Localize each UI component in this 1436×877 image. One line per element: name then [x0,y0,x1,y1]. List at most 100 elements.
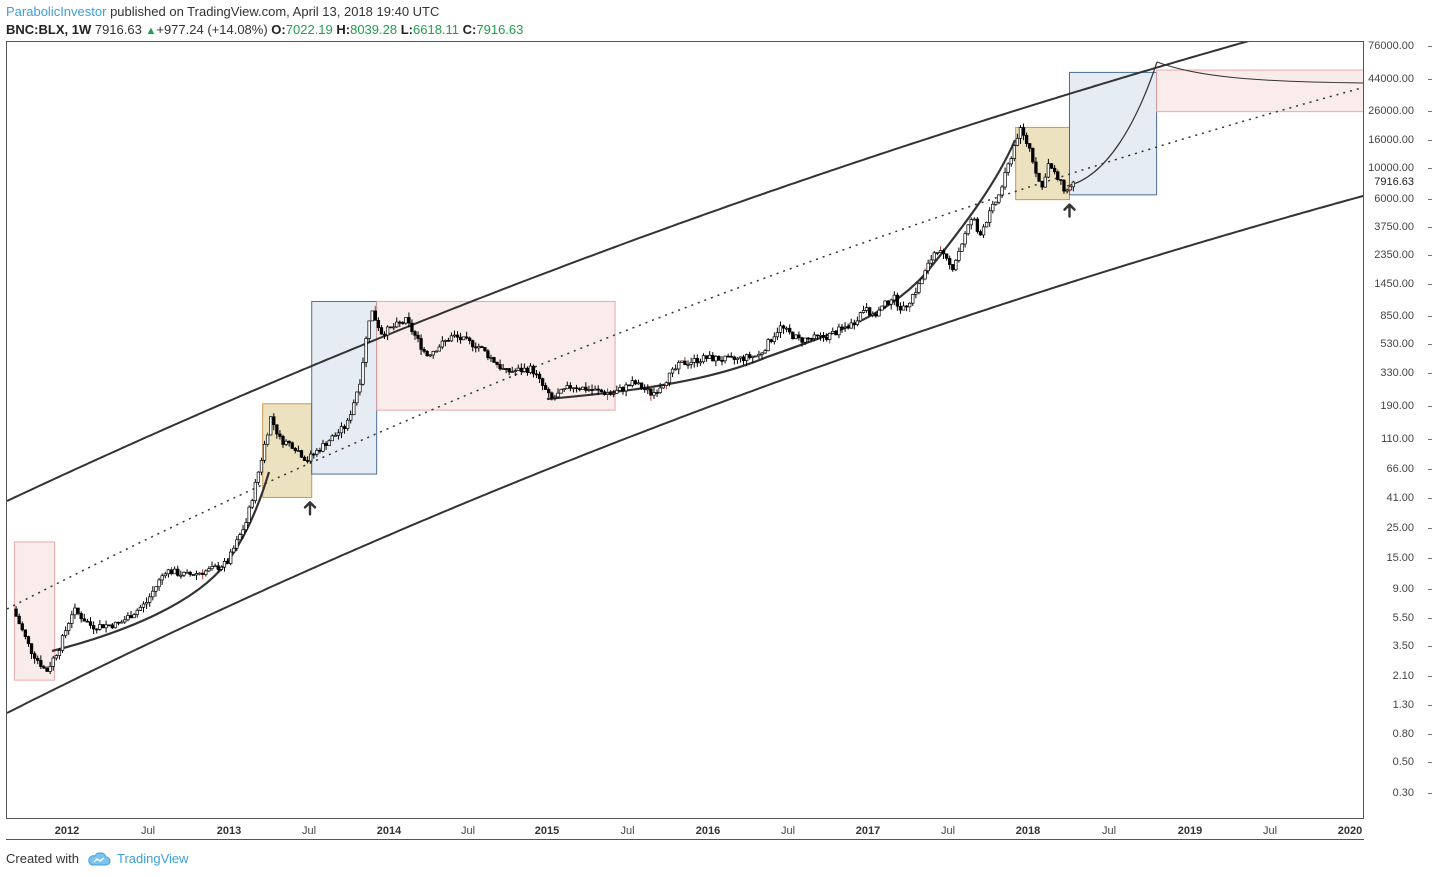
candle-body [63,630,68,636]
time-axis[interactable]: 2012 Jul 2013 Jul 2014 Jul 2015 Jul 2016 Jul 2017 J… [6,819,1364,840]
candle-body [85,620,90,623]
candle-body [455,334,460,338]
y-tick-label: 9.00 [1392,582,1433,595]
candle-body [29,643,34,654]
candle-body [194,573,199,576]
candle-body [185,571,189,574]
candle-body [984,222,989,228]
candle-body [336,432,341,436]
candle-body [413,331,417,336]
candle-body [176,568,180,576]
y-tick-label: 0.30 [1392,787,1433,799]
candle-body [652,392,656,396]
candle-body [751,355,755,358]
candle-body [729,355,733,358]
x-tick-label: 2019 [1177,825,1203,837]
candle-body [1052,167,1057,173]
candle-body [898,305,903,311]
candle-body [120,621,124,624]
chart-plot-area[interactable] [6,41,1364,819]
candle-body [926,262,930,272]
candle-body [812,334,816,339]
candle-body [1000,186,1004,196]
candle-body [531,365,536,375]
y-tick-label: 44000.00 [1368,73,1432,86]
candle-body [504,368,508,370]
candle-body [51,657,55,667]
candle-body [824,337,829,340]
candle-body [70,614,74,624]
candle-body [370,310,374,322]
candle-body [883,300,887,307]
candle-body [210,566,214,570]
price-chart [7,42,1363,714]
candle-body [269,416,273,436]
candle-body [818,335,823,337]
candle-body [1040,180,1044,188]
candle-body [892,294,896,301]
candle-body [605,392,610,395]
candle-body [975,218,980,232]
candle-body [364,338,368,363]
candle-body [944,253,949,259]
parabola-2012-arc [51,471,271,653]
tradingview-brand[interactable]: TradingView [116,851,189,866]
author-link[interactable]: ParabolicInvestor [6,4,107,19]
candle-body [704,355,709,359]
candle-body [434,350,438,353]
candle-body [1043,176,1047,188]
candle-body [373,310,377,321]
candle-body [957,250,961,261]
candle-body [954,260,958,271]
candle-body [407,317,411,324]
candle-body [138,606,143,611]
y-tick-label: 2350.00 [1374,248,1432,261]
candle-body [222,561,227,568]
candle-body [553,396,557,399]
candle-body [88,621,93,626]
candle-body [179,574,183,577]
candle-body [698,361,703,364]
candle-body [302,456,307,461]
candle-body [315,449,319,455]
x-tick-label: 2016 [695,825,721,837]
candle-body [330,435,334,442]
candle-body [253,481,257,501]
candle-body [324,443,328,446]
candle-body [116,621,121,624]
lower-channel-curve [7,195,1363,714]
candle-body [963,233,967,245]
candle-body [714,356,718,362]
candle-body [339,426,344,434]
candle-body [213,565,217,568]
candle-body [235,539,239,549]
candle-body [225,561,230,564]
candle-body [20,623,24,631]
candle-body [680,360,684,363]
candle-body [677,362,681,370]
candle-body [169,569,174,575]
pink-zone-6 [1156,69,1363,113]
price-axis[interactable]: 76000.00 44000.00 26000.00 16000.00 10000.00… [1364,40,1436,819]
candle-body [45,667,49,672]
candle-body [232,547,236,553]
candle-body [599,389,603,393]
candle-body [489,357,493,359]
candle-body [107,624,111,627]
candle-body [157,579,161,588]
candle-body [401,322,405,324]
candle-body [821,335,826,338]
candle-body [516,367,520,371]
candle-body [519,367,523,372]
candle-body [352,402,356,416]
candle-body [452,334,457,337]
candle-body [188,571,192,575]
candle-body [163,573,167,577]
footer: Created with TradingView [6,851,189,866]
x-tick-label: 2014 [376,825,402,837]
candle-body [874,313,878,317]
candle-body [895,294,900,307]
candle-body [574,387,579,390]
y-tick-label: 850.00 [1380,309,1432,322]
candle-body [794,334,798,340]
